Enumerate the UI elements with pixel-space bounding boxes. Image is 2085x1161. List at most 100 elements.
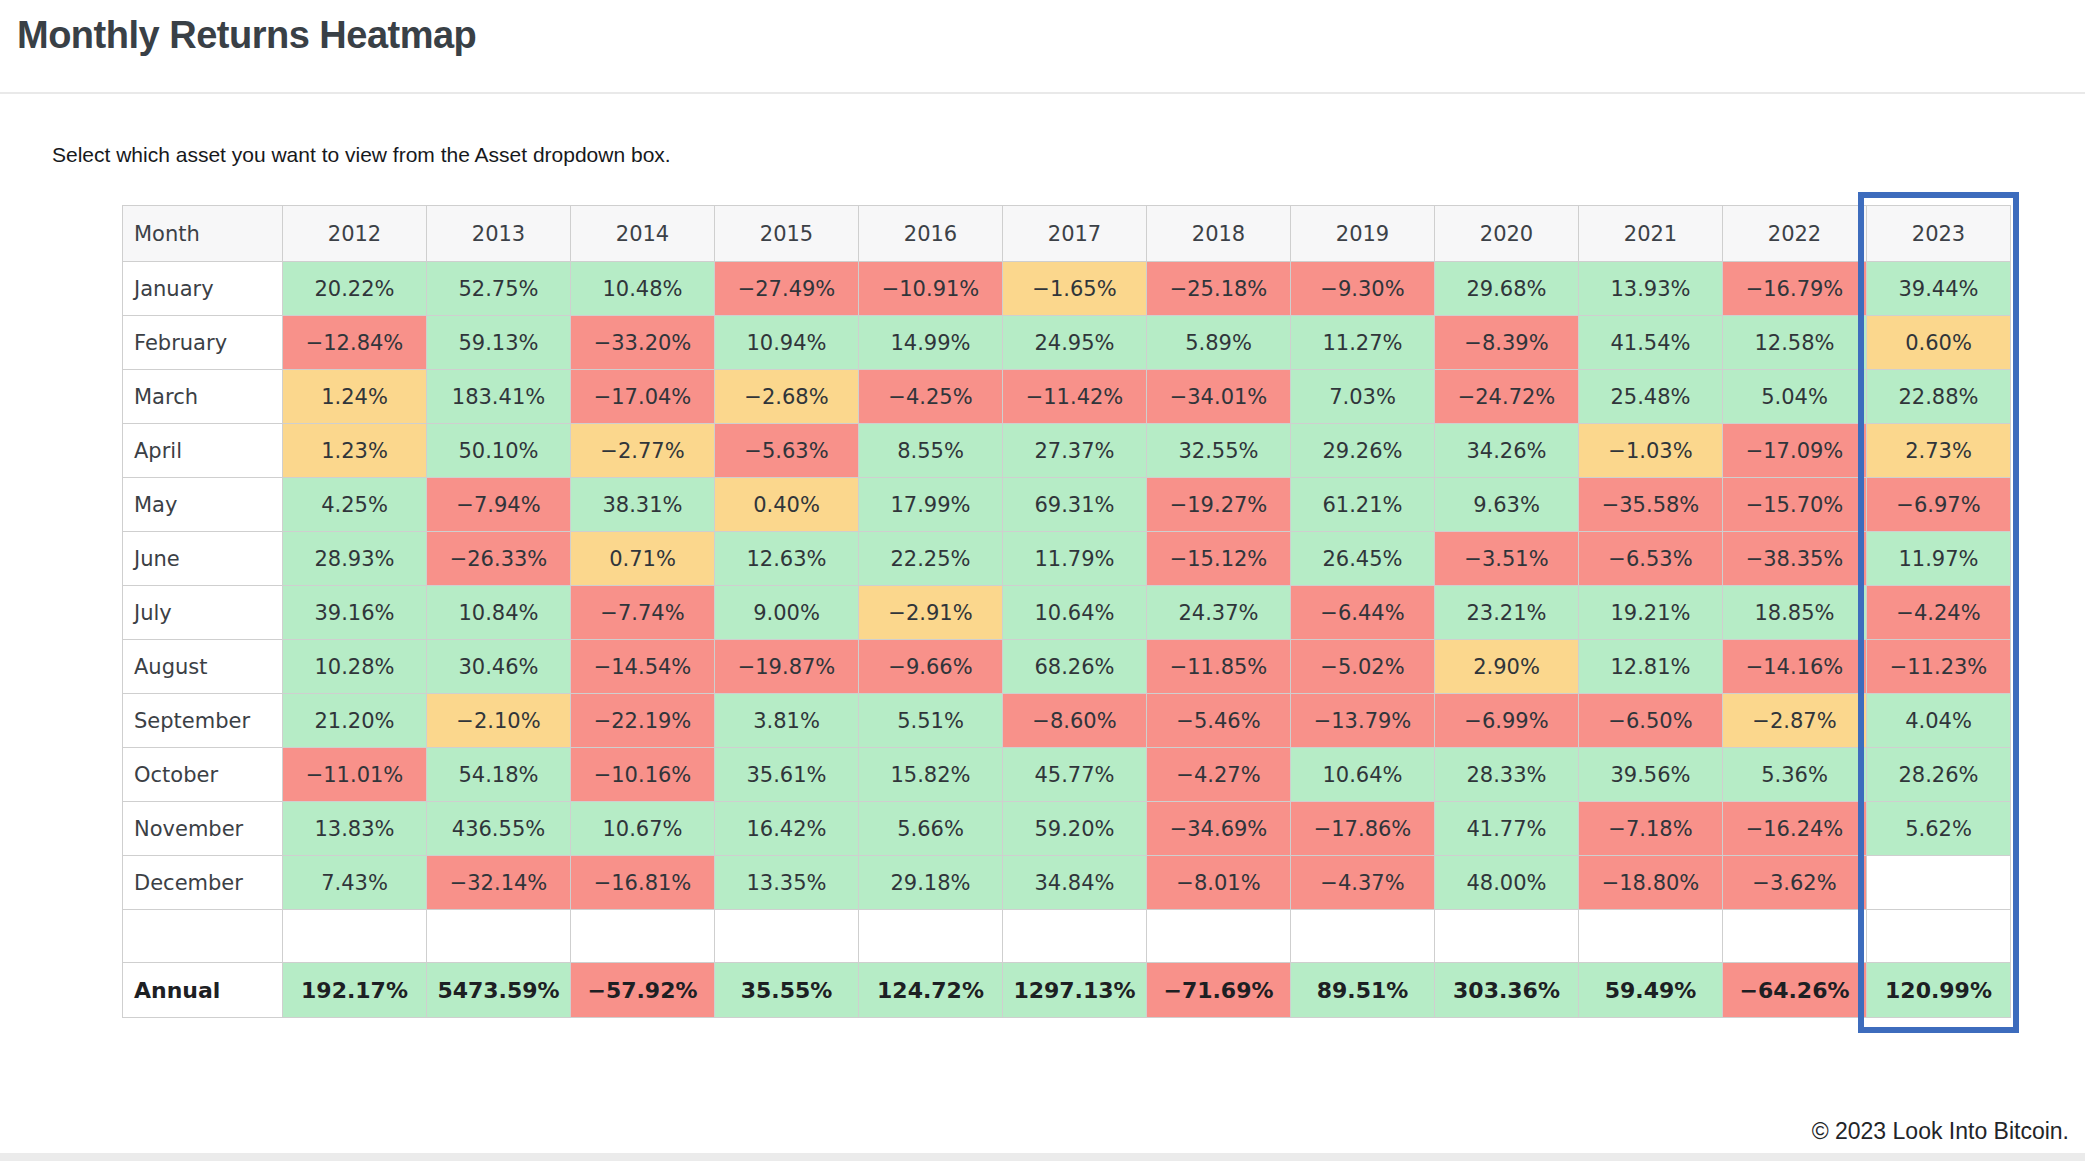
heatmap-cell: 13.93% [1579,262,1723,316]
heatmap-cell: −15.70% [1723,478,1867,532]
heatmap-cell: −11.23% [1867,640,2011,694]
table-row: November13.83%436.55%10.67%16.42%5.66%59… [123,802,2011,856]
heatmap-cell: 10.28% [283,640,427,694]
annual-cell: 303.36% [1435,963,1579,1018]
heatmap-cell: −17.04% [571,370,715,424]
heatmap-cell: 13.35% [715,856,859,910]
heatmap-cell: 16.42% [715,802,859,856]
heatmap-cell: −14.16% [1723,640,1867,694]
header-row: Month20122013201420152016201720182019202… [123,206,2011,262]
column-header-2018: 2018 [1147,206,1291,262]
heatmap-cell: −6.53% [1579,532,1723,586]
heatmap-cell: −4.24% [1867,586,2011,640]
heatmap-cell: 24.95% [1003,316,1147,370]
heatmap-cell: −1.03% [1579,424,1723,478]
spacer-cell [123,910,283,963]
heatmap-cell: −19.27% [1147,478,1291,532]
heatmap-cell: −19.87% [715,640,859,694]
heatmap-cell: 7.43% [283,856,427,910]
instruction-text: Select which asset you want to view from… [52,143,671,167]
row-label-annual: Annual [123,963,283,1018]
heatmap-cell: −4.27% [1147,748,1291,802]
heatmap-cell: −32.14% [427,856,571,910]
heatmap-cell: −11.01% [283,748,427,802]
heatmap-cell: −1.65% [1003,262,1147,316]
heatmap-cell: 5.36% [1723,748,1867,802]
heatmap-cell: −6.97% [1867,478,2011,532]
heatmap-cell: 54.18% [427,748,571,802]
heatmap-cell: 38.31% [571,478,715,532]
heatmap-cell: −16.81% [571,856,715,910]
column-header-2020: 2020 [1435,206,1579,262]
row-label-september: September [123,694,283,748]
heatmap-cell: −11.85% [1147,640,1291,694]
row-label-april: April [123,424,283,478]
heatmap-cell: 34.26% [1435,424,1579,478]
heatmap-cell: 1.24% [283,370,427,424]
spacer-cell [1147,910,1291,963]
heatmap-cell: −34.01% [1147,370,1291,424]
heatmap-cell: 5.66% [859,802,1003,856]
heatmap-cell: 5.89% [1147,316,1291,370]
spacer-cell [1579,910,1723,963]
heatmap-cell: 14.99% [859,316,1003,370]
heatmap-cell: 22.88% [1867,370,2011,424]
heatmap-cell: −6.44% [1291,586,1435,640]
heatmap-cell: 29.26% [1291,424,1435,478]
heatmap-cell: −9.30% [1291,262,1435,316]
spacer-cell [859,910,1003,963]
spacer-cell [715,910,859,963]
heatmap-cell: 5.62% [1867,802,2011,856]
heatmap-cell: −7.94% [427,478,571,532]
heatmap-cell: 22.25% [859,532,1003,586]
heatmap-cell: 0.71% [571,532,715,586]
heatmap-cell: −34.69% [1147,802,1291,856]
heatmap-cell: −2.10% [427,694,571,748]
spacer-cell [1723,910,1867,963]
heatmap-cell: 48.00% [1435,856,1579,910]
heatmap-cell: 41.77% [1435,802,1579,856]
table-row: December7.43%−32.14%−16.81%13.35%29.18%3… [123,856,2011,910]
column-header-2014: 2014 [571,206,715,262]
heatmap-cell: 17.99% [859,478,1003,532]
heatmap-cell: −17.09% [1723,424,1867,478]
heatmap-cell: 23.21% [1435,586,1579,640]
heatmap-cell: −16.79% [1723,262,1867,316]
annual-cell: 120.99% [1867,963,2011,1018]
heatmap-cell: 5.04% [1723,370,1867,424]
annual-cell: 124.72% [859,963,1003,1018]
heatmap-cell: −10.91% [859,262,1003,316]
heatmap-cell: 12.81% [1579,640,1723,694]
heatmap-cell: 12.63% [715,532,859,586]
heatmap-cell: −2.87% [1723,694,1867,748]
heatmap-cell: 7.03% [1291,370,1435,424]
spacer-cell [571,910,715,963]
heatmap-cell: −8.60% [1003,694,1147,748]
heatmap-cell: −4.25% [859,370,1003,424]
heatmap-cell: 52.75% [427,262,571,316]
row-label-march: March [123,370,283,424]
heatmap-cell: 11.79% [1003,532,1147,586]
heatmap-cell: −5.46% [1147,694,1291,748]
heatmap-cell: 19.21% [1579,586,1723,640]
table-row: August10.28%30.46%−14.54%−19.87%−9.66%68… [123,640,2011,694]
heatmap-cell: −38.35% [1723,532,1867,586]
heatmap-cell: −8.01% [1147,856,1291,910]
table-row: May4.25%−7.94%38.31%0.40%17.99%69.31%−19… [123,478,2011,532]
heatmap-cell: 5.51% [859,694,1003,748]
heatmap-cell: 10.64% [1003,586,1147,640]
heatmap-cell: −6.99% [1435,694,1579,748]
row-label-june: June [123,532,283,586]
column-header-2016: 2016 [859,206,1003,262]
heatmap-cell: 39.56% [1579,748,1723,802]
heatmap-table: Month20122013201420152016201720182019202… [122,205,2011,1018]
row-label-august: August [123,640,283,694]
heatmap-cell: 61.21% [1291,478,1435,532]
heatmap-cell: 34.84% [1003,856,1147,910]
table-row: June28.93%−26.33%0.71%12.63%22.25%11.79%… [123,532,2011,586]
heatmap-cell: 10.64% [1291,748,1435,802]
heatmap-cell: 15.82% [859,748,1003,802]
spacer-cell [1291,910,1435,963]
annual-cell: 59.49% [1579,963,1723,1018]
heatmap-cell: 10.67% [571,802,715,856]
